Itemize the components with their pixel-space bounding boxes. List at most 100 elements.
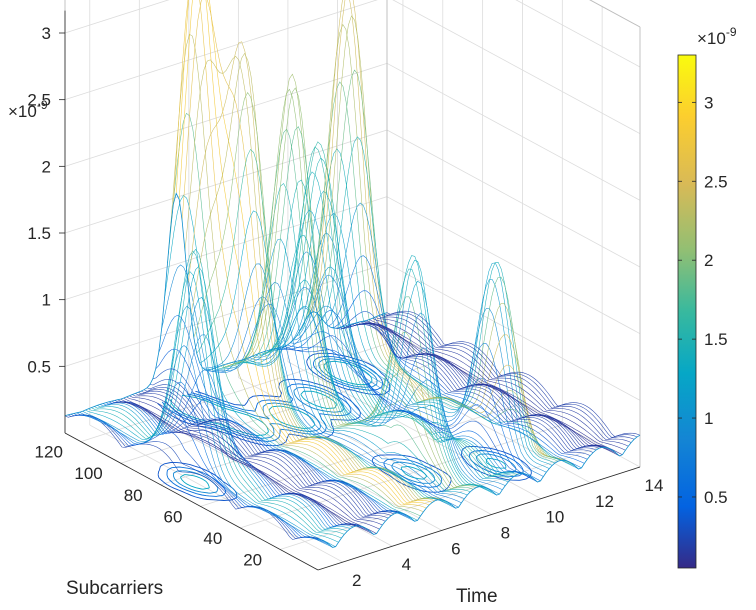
surface-line [366, 320, 620, 457]
surface-line [91, 248, 345, 535]
x-tick-label: 12 [595, 492, 614, 511]
contour-level [170, 360, 507, 490]
z-tick-label: 2 [42, 157, 51, 176]
surface-line [152, 368, 406, 515]
surface-line [222, 88, 477, 490]
surface-line [237, 234, 491, 491]
surface-line [307, 23, 562, 461]
surface-line [208, 303, 462, 504]
z-tick-label: 2.5 [27, 91, 51, 110]
surface-line [64, 414, 319, 540]
surface-line [123, 397, 377, 534]
surface-line [217, 183, 471, 493]
surface-line [357, 322, 611, 450]
surface-line [375, 316, 629, 447]
surface-line [310, 0, 565, 461]
surface-line [380, 314, 635, 440]
z-exponent-label: ×10-9 [8, 98, 48, 121]
colorbar-tick-label: 2 [704, 251, 713, 270]
colorbar: 0.5 1 1.5 2 2.5 3 ×10-9 [677, 25, 737, 569]
contour-level [161, 355, 524, 497]
axes-grid [64, 0, 641, 563]
surface-line [126, 396, 380, 530]
surface-line [120, 398, 374, 535]
surface-edge-line [64, 192, 388, 417]
surface-line [170, 33, 424, 513]
z-tick-label: 1.5 [27, 224, 51, 243]
surface-line [293, 305, 547, 473]
y-tick-label: 20 [243, 551, 262, 570]
surface-line [155, 348, 409, 517]
surface-line [135, 393, 389, 519]
x-tick-label: 8 [501, 524, 510, 543]
surface-line [246, 307, 500, 495]
surface-line [316, 15, 570, 463]
surface-line [325, 202, 579, 470]
colorbar-tick-label: 0.5 [704, 488, 728, 507]
surface-line [205, 296, 459, 508]
surface-line [298, 213, 553, 466]
surface-line [67, 414, 321, 540]
contour-level [165, 358, 517, 494]
colorbar-tick-label: 1.5 [704, 330, 728, 349]
colorbar-ticks: 0.5 1 1.5 2 2.5 3 [678, 93, 728, 507]
surface-line [378, 315, 632, 443]
surface-line [228, 87, 482, 488]
surface-line [138, 390, 392, 517]
surface-line [258, 171, 512, 479]
surface-line [79, 345, 333, 548]
surface-line [97, 297, 351, 530]
surface-line [386, 310, 641, 437]
y-tick-label: 80 [124, 486, 143, 505]
colorbar-gradient [677, 54, 697, 569]
surface-line [372, 317, 626, 451]
surface-line [82, 305, 336, 547]
surface-line [132, 394, 386, 522]
surface-edge-line [317, 434, 641, 548]
surface-line [173, 0, 427, 509]
surface-line [252, 251, 506, 486]
surface-line [219, 128, 474, 491]
surface-line [129, 395, 383, 526]
x-axis-label: Time [456, 586, 498, 607]
surface-line [178, 0, 433, 504]
x-tick-label: 4 [402, 555, 411, 574]
axis-ticks: 2 4 6 8 10 12 14 20 40 60 80 100 120 0.5 1 1.5 2 2.5 3 [27, 10, 664, 590]
surface-line [340, 324, 594, 453]
colorbar-tick-label: 2.5 [704, 172, 728, 191]
surface-line [164, 194, 418, 521]
x-tick-label: 6 [451, 539, 460, 558]
surface-line [290, 331, 544, 477]
surface-line [301, 148, 556, 464]
surface-line [243, 280, 497, 496]
surface-line [181, 0, 436, 503]
y-tick-label: 60 [164, 507, 183, 526]
surface-line [73, 411, 327, 543]
surface-line [383, 312, 638, 438]
surface-line [202, 263, 456, 509]
surface-line [231, 126, 486, 488]
surface-mesh [64, 0, 641, 548]
z-tick-label: 1 [42, 291, 51, 310]
x-tick-label: 2 [352, 571, 361, 590]
colorbar-exponent-label: ×10-9 [697, 25, 737, 48]
y-axis-label: Subcarriers [66, 578, 163, 599]
surface-line [369, 319, 623, 455]
surface-line [331, 290, 585, 464]
surface-line [234, 179, 488, 489]
y-tick-label: 40 [203, 529, 222, 548]
z-tick-label: 3 [42, 24, 51, 43]
surface-line [328, 255, 582, 469]
surface-line [260, 146, 515, 478]
surface-line [108, 401, 362, 527]
surface-line [249, 287, 503, 490]
surface-line [70, 413, 325, 542]
x-tick-label: 10 [545, 508, 564, 527]
surface-line [85, 271, 339, 543]
surface-line [99, 334, 354, 529]
x-tick-label: 14 [645, 476, 664, 495]
colorbar-tick-label: 3 [704, 93, 713, 112]
surface-line [175, 0, 430, 506]
surface-line [284, 345, 538, 483]
